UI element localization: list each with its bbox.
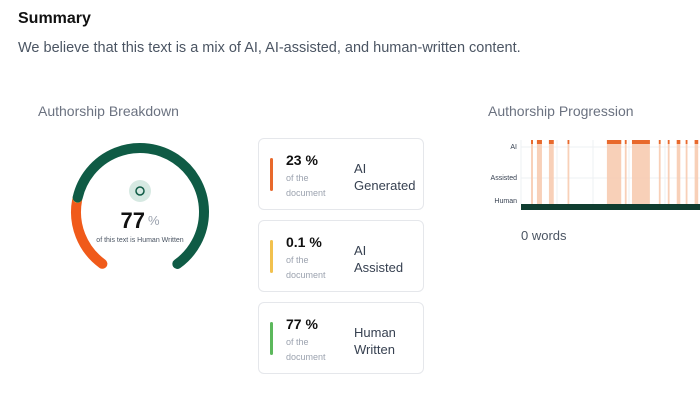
word-count: 0 words xyxy=(521,228,567,243)
gauge: 77% of this text is Human Written xyxy=(71,143,209,269)
card-subtext: of the document xyxy=(286,173,326,198)
card-unit: % xyxy=(309,234,322,250)
card-number: 0.1 xyxy=(286,234,306,250)
summary-description: We believe that this text is a mix of AI… xyxy=(18,40,521,56)
card-unit: % xyxy=(305,316,318,332)
ai-segment-top xyxy=(694,140,699,144)
ai-segment xyxy=(531,140,533,204)
gauge-caption: of this text is Human Written xyxy=(96,237,184,244)
gauge-unit: % xyxy=(148,213,160,228)
row-label: AI xyxy=(510,144,517,151)
ai-segment-top xyxy=(624,140,627,144)
gauge-icon-bg xyxy=(129,180,151,202)
card-label: Human Written xyxy=(354,325,396,357)
card-subtext: of the document xyxy=(286,255,326,280)
ai-segment xyxy=(606,140,622,204)
ai-segment-top xyxy=(631,140,650,144)
card-color-bar xyxy=(270,322,273,355)
ai-segment-top xyxy=(658,140,661,144)
ai-segment xyxy=(658,140,661,204)
ai-segment-top xyxy=(531,140,533,144)
card-value: 23 % xyxy=(286,152,318,168)
ai-segment xyxy=(536,140,542,204)
ai-segment xyxy=(685,140,688,204)
card-color-bar xyxy=(270,240,273,273)
human-band xyxy=(521,204,700,210)
gauge-arc xyxy=(71,195,108,269)
ai-segment xyxy=(624,140,627,204)
ai-segment xyxy=(548,140,554,204)
card-label: AI Generated xyxy=(354,161,416,193)
ai-segment xyxy=(667,140,670,204)
ai-segment-top xyxy=(667,140,670,144)
ai-segment xyxy=(567,140,570,204)
row-label: Assisted xyxy=(491,175,518,182)
breakdown-title: Authorship Breakdown xyxy=(38,103,179,119)
gauge-icon xyxy=(135,186,145,196)
stat-card: 23 % of the document AI Generated xyxy=(258,138,424,210)
gauge-number: 77 xyxy=(120,208,144,233)
card-number: 77 xyxy=(286,316,302,332)
card-color-bar xyxy=(270,158,273,191)
row-label: Human xyxy=(494,198,517,205)
ai-segment-top xyxy=(685,140,688,144)
card-value: 77 % xyxy=(286,316,318,332)
stat-card: 77 % of the document Human Written xyxy=(258,302,424,374)
ai-segment-top xyxy=(548,140,554,144)
gauge-arc xyxy=(72,143,209,269)
ai-segment xyxy=(676,140,681,204)
ai-segment xyxy=(694,140,699,204)
card-label: AI Assisted xyxy=(354,243,404,275)
ai-segment-top xyxy=(567,140,570,144)
gauge-value: 77% xyxy=(120,208,159,233)
ai-segment-top xyxy=(536,140,542,144)
card-number: 23 xyxy=(286,152,302,168)
card-subtext: of the document xyxy=(286,337,326,362)
ai-segment-top xyxy=(676,140,681,144)
progression-title: Authorship Progression xyxy=(488,103,634,119)
ai-segment xyxy=(631,140,650,204)
ai-segment-top xyxy=(606,140,622,144)
summary-title: Summary xyxy=(18,10,91,27)
card-unit: % xyxy=(305,152,318,168)
card-value: 0.1 % xyxy=(286,234,322,250)
stat-card: 0.1 % of the document AI Assisted xyxy=(258,220,424,292)
progression-chart: AI Assisted Human xyxy=(491,140,700,210)
